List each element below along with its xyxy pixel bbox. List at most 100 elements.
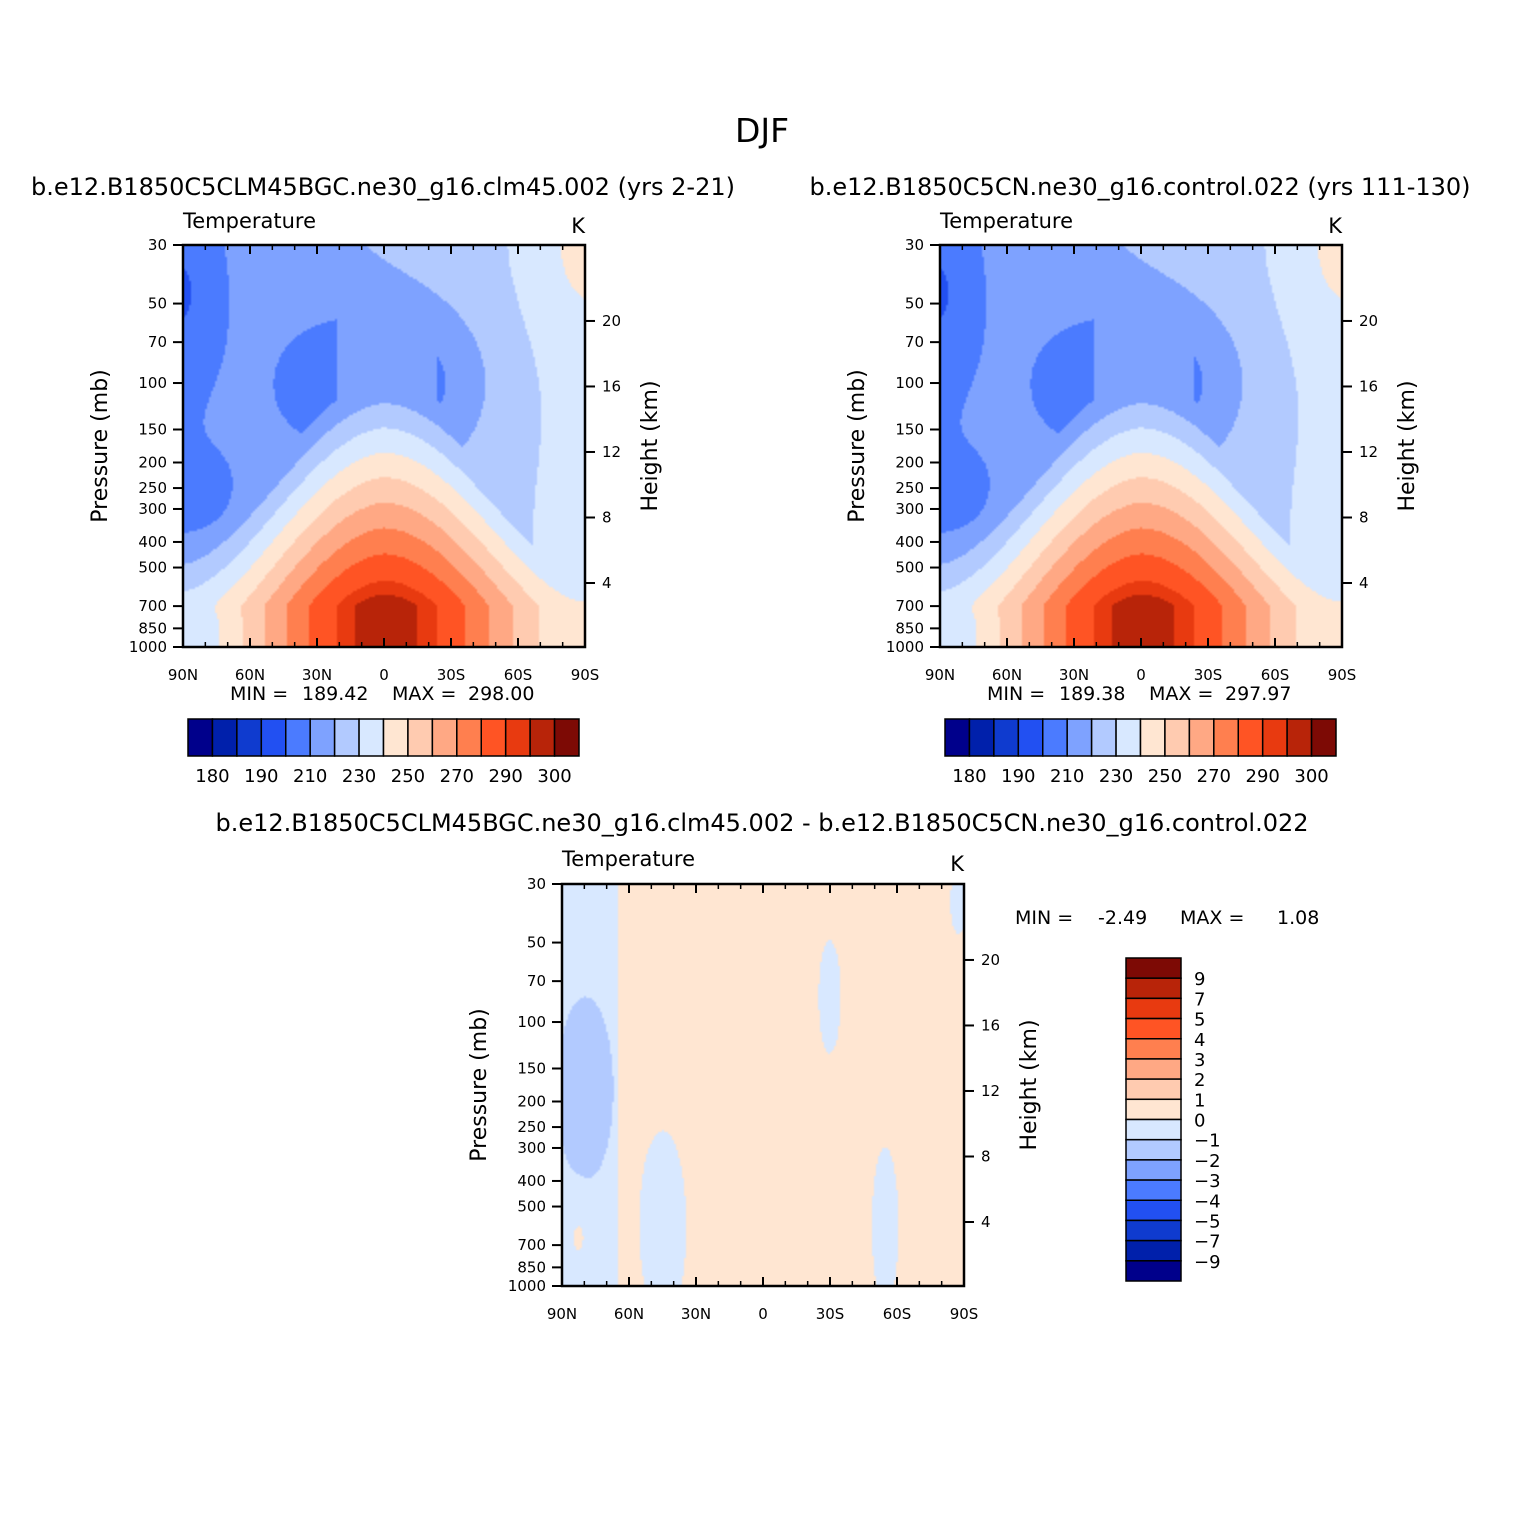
panel-1-y-axis-label: Pressure (mb) <box>88 369 113 523</box>
panel-1: b.e12.B1850C5CLM45BGC.ne30_g16.clm45.002… <box>31 173 735 787</box>
colorbar-label: −9 <box>1194 1252 1221 1273</box>
y-tick-label: 1000 <box>886 638 924 656</box>
x-tick-label: 90N <box>168 666 198 684</box>
panel-3-units: K <box>950 852 965 876</box>
colorbar-label: 210 <box>1050 766 1084 787</box>
y-tick-label: 500 <box>138 559 167 577</box>
y2-tick-label: 16 <box>981 1016 1000 1034</box>
colorbar-label: 5 <box>1194 1010 1205 1031</box>
y2-tick-label: 8 <box>981 1147 991 1165</box>
x-tick-label: 90N <box>925 666 955 684</box>
y-tick-label: 700 <box>138 597 167 615</box>
colorbar-swatch <box>1125 1219 1182 1242</box>
y-tick-label: 250 <box>517 1118 546 1136</box>
colorbar-swatch <box>1066 718 1093 757</box>
colorbar-swatch <box>1125 997 1182 1020</box>
y-tick-label: 200 <box>517 1092 546 1110</box>
panel-3-max-value: 1.08 <box>1277 907 1319 929</box>
y-tick-label: 400 <box>138 533 167 551</box>
y-tick-label: 100 <box>517 1013 546 1031</box>
colorbar-label: 270 <box>440 766 474 787</box>
colorbar-label: 9 <box>1194 969 1205 990</box>
colorbar-swatch <box>456 718 482 757</box>
x-tick-label: 90S <box>1328 666 1357 684</box>
colorbar-label: 230 <box>1099 766 1133 787</box>
y-tick-label: 50 <box>905 295 924 313</box>
y-tick-label: 850 <box>895 619 924 637</box>
colorbar-swatch <box>1125 1038 1182 1060</box>
y-tick-label: 100 <box>138 374 167 392</box>
colorbar-swatch <box>1188 718 1215 757</box>
colorbar-label: 190 <box>244 766 278 787</box>
x-tick-label: 0 <box>379 666 389 684</box>
panel-3-max-label: MAX = <box>1180 907 1244 929</box>
colorbar-swatch <box>285 718 311 757</box>
colorbar-swatch <box>1125 977 1182 1000</box>
panel-1-colorbar: 180 190 210 230 250 270 290 300 <box>187 718 580 787</box>
y2-tick-label: 12 <box>1359 443 1378 461</box>
y-tick-label: 70 <box>527 972 546 990</box>
y-tick-label: 850 <box>138 619 167 637</box>
panel-1-min-value: 189.42 <box>302 683 368 705</box>
panel-2-run-title: b.e12.B1850C5CN.ne30_g16.control.022 (yr… <box>809 173 1470 201</box>
panel-2-y-axis-label: Pressure (mb) <box>845 369 870 523</box>
panel-3-min-value: -2.49 <box>1098 907 1147 929</box>
colorbar-swatch <box>211 718 238 757</box>
y-tick-label: 300 <box>138 500 167 518</box>
panel-2-max-value: 297.97 <box>1225 683 1291 705</box>
contour-fill-image <box>940 245 1342 647</box>
y-tick-label: 850 <box>517 1258 546 1276</box>
y-tick-label: 50 <box>148 295 167 313</box>
y-tick-label: 30 <box>148 236 167 254</box>
colorbar-swatch <box>1125 1118 1182 1141</box>
colorbar-label: −3 <box>1194 1171 1221 1192</box>
panel-2: b.e12.B1850C5CN.ne30_g16.control.022 (yr… <box>809 173 1470 787</box>
colorbar-label: 0 <box>1194 1111 1205 1132</box>
y-tick-label: 700 <box>517 1236 546 1254</box>
colorbar-swatch <box>1125 1159 1182 1181</box>
colorbar-swatch <box>1017 718 1044 757</box>
y-tick-label: 150 <box>138 421 167 439</box>
panel-3-plot-area: 90N 60N 30N 0 30S 60S 90S 30 50 70 100 150 200 250 300… <box>508 875 1000 1323</box>
panel-1-max-value: 298.00 <box>468 683 534 705</box>
panel-2-colorbar: 180 190 210 230 250 270 290 300 <box>944 718 1337 787</box>
y-tick-label: 200 <box>895 453 924 471</box>
colorbar-swatch <box>993 718 1020 757</box>
y-tick-label: 200 <box>138 453 167 471</box>
colorbar-swatch <box>431 718 458 757</box>
y-tick-label: 400 <box>517 1172 546 1190</box>
colorbar-swatch <box>1090 718 1117 757</box>
colorbar-swatch <box>1125 1138 1182 1161</box>
x-tick-label: 60S <box>883 1305 912 1323</box>
colorbar-swatch <box>1125 1260 1182 1282</box>
y-tick-label: 1000 <box>129 638 167 656</box>
x-tick-label: 60N <box>614 1305 644 1323</box>
colorbar-swatch <box>187 718 214 757</box>
colorbar-swatch <box>480 718 507 757</box>
y-tick-label: 150 <box>895 421 924 439</box>
x-tick-label: 60N <box>235 666 265 684</box>
panel-1-run-title: b.e12.B1850C5CLM45BGC.ne30_g16.clm45.002… <box>31 173 735 201</box>
colorbar-swatch <box>1125 957 1182 979</box>
colorbar-swatch <box>553 718 580 757</box>
colorbar-label: −1 <box>1194 1131 1221 1152</box>
colorbar-label: −2 <box>1194 1151 1221 1172</box>
x-tick-label: 30S <box>437 666 466 684</box>
colorbar-swatch <box>260 718 287 757</box>
panel-3-run-title: b.e12.B1850C5CLM45BGC.ne30_g16.clm45.002… <box>215 809 1308 837</box>
colorbar-swatch <box>944 718 971 757</box>
y-tick-label: 30 <box>905 236 924 254</box>
x-tick-label: 90S <box>571 666 600 684</box>
colorbar-swatch <box>1213 718 1239 757</box>
colorbar-swatch <box>1115 718 1142 757</box>
panel-3: b.e12.B1850C5CLM45BGC.ne30_g16.clm45.002… <box>215 809 1319 1323</box>
colorbar-label: 2 <box>1194 1070 1205 1091</box>
x-tick-label: 30S <box>1194 666 1223 684</box>
colorbar-swatch <box>1286 718 1313 757</box>
y-tick-label: 250 <box>138 479 167 497</box>
colorbar-swatch <box>1164 718 1191 757</box>
colorbar-label: 3 <box>1194 1050 1205 1071</box>
panel-1-y2-axis-label: Height (km) <box>638 380 663 511</box>
